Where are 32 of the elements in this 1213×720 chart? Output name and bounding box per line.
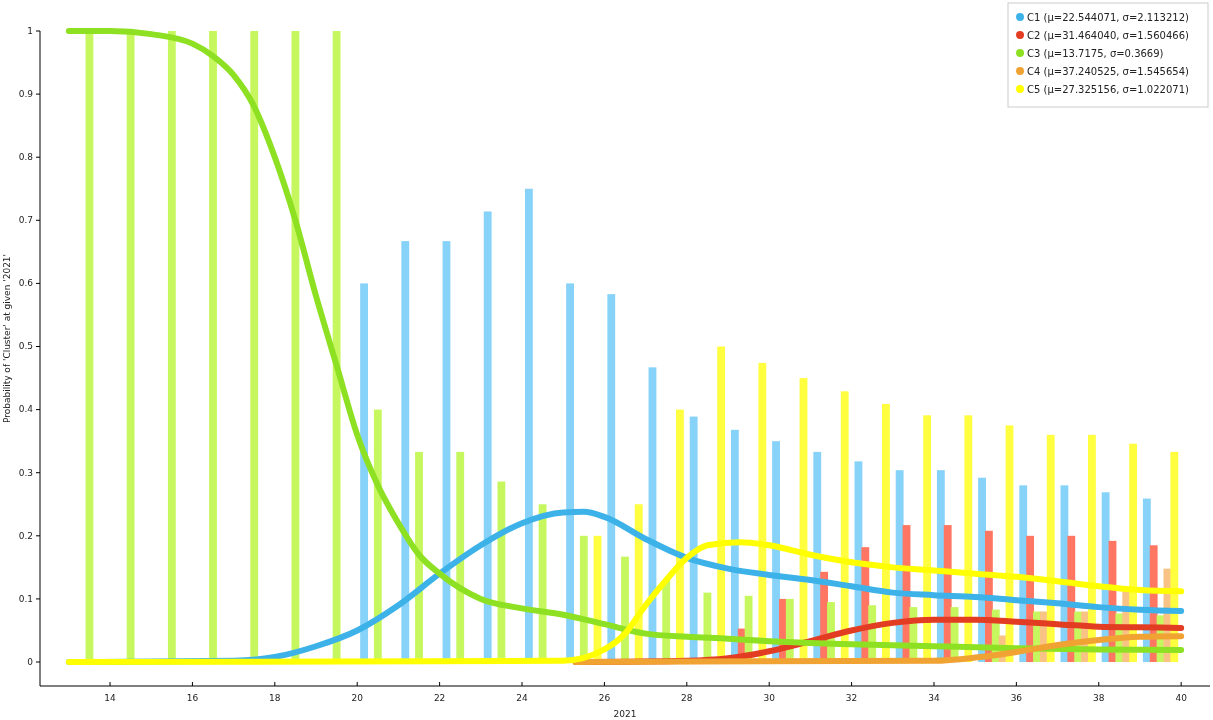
- y-tick-label: 0.6: [18, 278, 34, 289]
- x-tick-label: 38: [1093, 693, 1105, 703]
- x-tick-label: 40: [1175, 693, 1188, 703]
- legend-label: C1 (μ=22.544071, σ=2.113212): [1027, 11, 1190, 23]
- y-axis-title: Probability of 'Cluster' at given '2021': [2, 253, 12, 424]
- x-tick-label: 26: [598, 693, 611, 703]
- y-tick-label: 0.8: [18, 152, 34, 163]
- y-tick-label: 0.1: [18, 593, 33, 604]
- x-tick-label: 18: [269, 693, 281, 703]
- y-tick-label: 0.4: [18, 404, 34, 415]
- y-tick-label: 0: [27, 656, 34, 667]
- x-tick-label: 20: [351, 693, 364, 703]
- x-tick-label: 24: [516, 693, 529, 703]
- y-tick-label: 0.7: [18, 215, 33, 226]
- legend-label: C4 (μ=37.240525, σ=1.545654): [1027, 65, 1190, 77]
- y-tick-label: 0.2: [18, 530, 33, 541]
- y-tick-label: 0.9: [18, 88, 34, 99]
- x-tick-label: 30: [763, 693, 776, 703]
- legend-label: C2 (μ=31.464040, σ=1.560466): [1027, 29, 1190, 41]
- x-tick-label: 32: [845, 693, 858, 703]
- legend-label: C3 (μ=13.7175, σ=0.3669): [1027, 47, 1164, 59]
- x-tick-label: 16: [186, 693, 199, 703]
- x-tick-label: 36: [1010, 693, 1023, 703]
- x-tick-label: 22: [433, 693, 446, 703]
- y-tick-label: 0.5: [18, 341, 33, 352]
- x-tick-label: 28: [681, 693, 693, 703]
- x-tick-label: 34: [928, 693, 940, 703]
- y-tick-label: 0.3: [18, 467, 33, 478]
- y-tick-label: 1: [27, 25, 33, 36]
- legend-label: C5 (μ=27.325156, σ=1.022071): [1027, 83, 1190, 95]
- x-tick-label: 14: [104, 693, 117, 703]
- x-axis-title: 2021: [613, 709, 637, 719]
